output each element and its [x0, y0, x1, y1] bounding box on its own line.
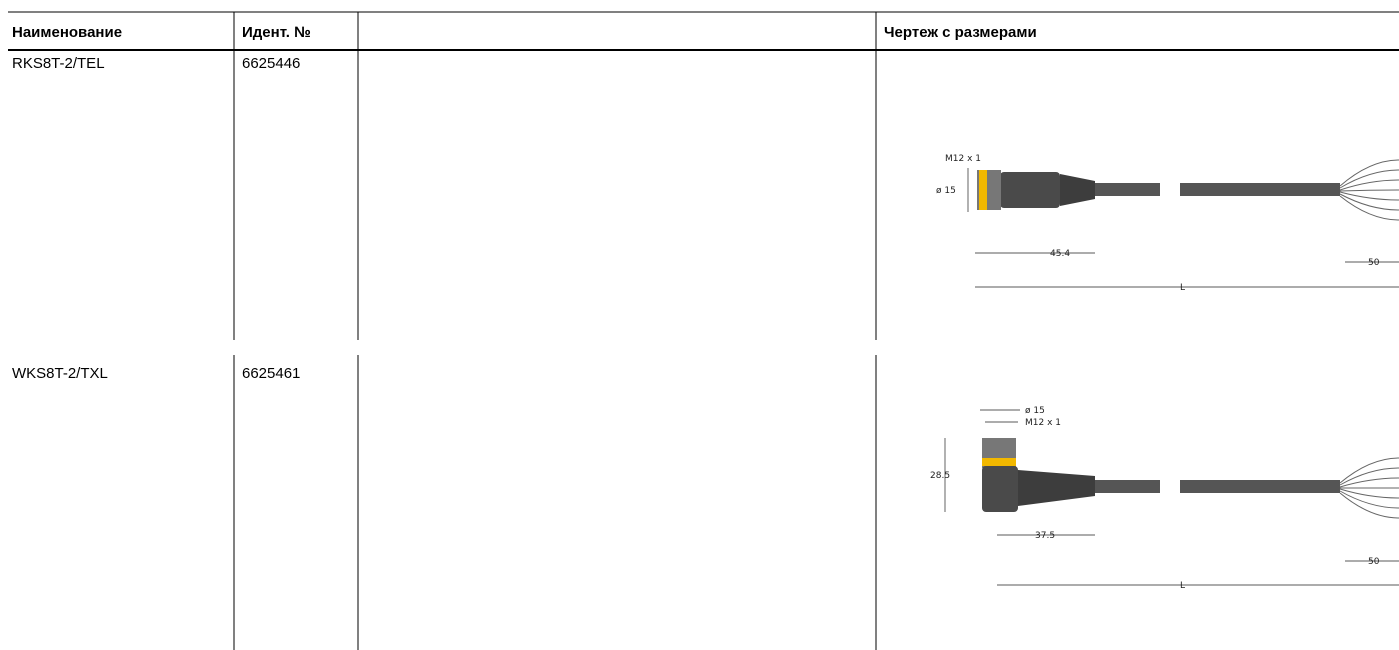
drawing-straight	[967, 159, 1399, 288]
cell: 6625446	[242, 55, 300, 72]
dimension-label: M12 x 1	[945, 154, 981, 164]
cell: RKS8T-2/TEL	[12, 55, 105, 72]
dimension-label: L	[1180, 283, 1185, 293]
drawing-angled	[944, 409, 1399, 586]
dimension-label: M12 x 1	[1025, 418, 1061, 428]
dimension-label: 37.5	[1035, 531, 1055, 541]
dimension-label: 28.5	[930, 471, 950, 481]
header-cell: Наименование	[12, 24, 122, 41]
cell: WKS8T-2/TXL	[12, 365, 108, 382]
dimension-label: 45.4	[1050, 249, 1070, 259]
header-cell: Чертеж с размерами	[884, 24, 1037, 41]
dimension-label: ø 15	[936, 186, 956, 196]
dimension-label: L	[1180, 581, 1185, 591]
dimension-label: 50	[1368, 557, 1380, 567]
dimension-label: ø 15	[1025, 406, 1045, 416]
header-cell: Идент. №	[242, 24, 311, 41]
cell: 6625461	[242, 365, 300, 382]
dimension-label: 50	[1368, 258, 1380, 268]
